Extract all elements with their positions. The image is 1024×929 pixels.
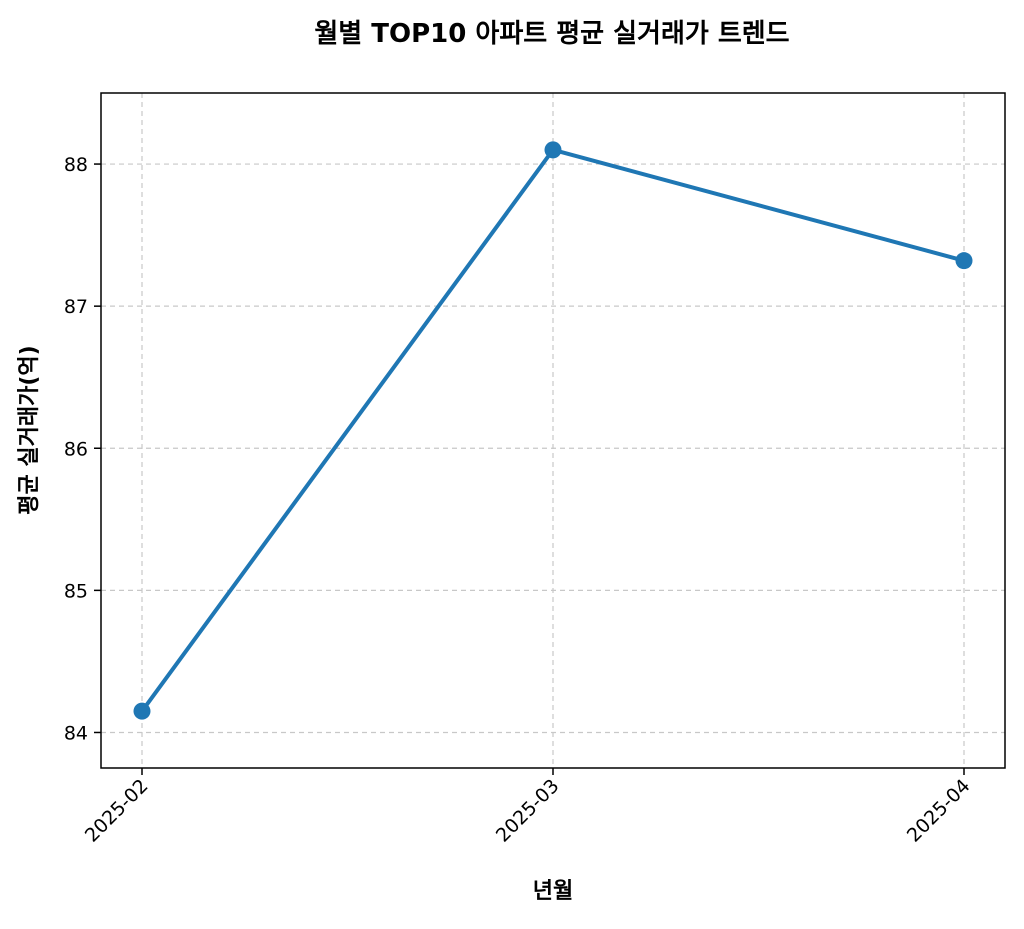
x-axis-label: 년월 (533, 879, 573, 904)
data-point-2025-03 (544, 141, 562, 159)
x-tick-label-2025-04: 2025-04 (903, 775, 975, 847)
grid-lines (101, 93, 1005, 768)
data-point-2025-04 (955, 252, 973, 270)
tick-labels: 84 85 86 87 88 2025-02 2025-03 2025-04 (64, 154, 975, 847)
y-tick-label-84: 84 (64, 722, 88, 744)
x-tick-label-2025-02: 2025-02 (81, 775, 153, 847)
y-axis-label: 평균 실거래가(억) (17, 345, 42, 514)
y-tick-label-86: 86 (64, 438, 88, 460)
x-tick-label-2025-03: 2025-03 (492, 775, 564, 847)
y-tick-label-85: 85 (64, 580, 88, 602)
data-series (133, 141, 973, 720)
y-tick-label-87: 87 (64, 296, 88, 318)
axes (94, 92, 1006, 775)
data-point-2025-02 (133, 702, 151, 720)
chart-title: 월별 TOP10 아파트 평균 실거래가 트렌드 (314, 19, 789, 49)
y-tick-label-88: 88 (64, 154, 88, 176)
